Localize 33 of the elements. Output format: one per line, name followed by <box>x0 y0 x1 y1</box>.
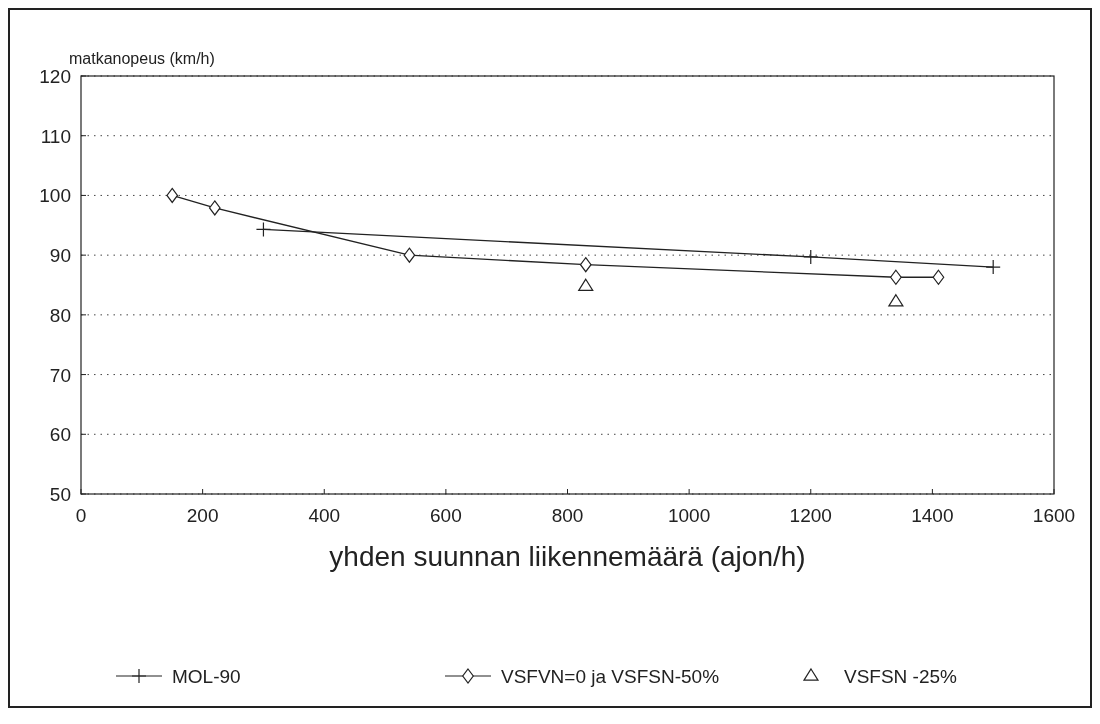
y-tick-label: 50 <box>49 484 71 505</box>
x-tick-label: 1600 <box>1032 505 1076 526</box>
legend-label: VSFSN -25% <box>844 666 958 687</box>
x-axis-title: yhden suunnan liikennemäärä (ajon/h) <box>329 541 806 572</box>
y-tick-label: 100 <box>39 185 71 207</box>
point <box>579 257 592 273</box>
point <box>888 294 904 307</box>
y-tick-label: 80 <box>49 304 71 326</box>
x-tick-label: 1200 <box>789 505 832 526</box>
y-tick-label: 120 <box>39 66 71 87</box>
x-tick-label: 400 <box>308 505 341 526</box>
y-tick-label: 70 <box>49 364 71 386</box>
y-axis-title: matkanopeus (km/h) <box>69 50 215 67</box>
x-tick-label: 0 <box>75 505 87 526</box>
point <box>985 259 1001 275</box>
legend-label: MOL-90 <box>172 666 241 687</box>
y-tick-label: 90 <box>49 245 71 267</box>
point <box>255 221 272 238</box>
x-tick-label: 200 <box>186 505 219 526</box>
point <box>578 278 594 291</box>
x-tick-label: 600 <box>430 505 462 526</box>
y-tick-label: 110 <box>40 125 71 147</box>
legend-label: VSFVN=0 ja VSFSN-50% <box>501 666 720 687</box>
point <box>932 269 945 285</box>
point <box>403 247 416 263</box>
point <box>166 187 179 204</box>
x-tick-label: 1400 <box>911 505 954 526</box>
x-tick-label: 800 <box>551 505 584 526</box>
point <box>208 200 221 216</box>
y-tick-label: 60 <box>49 424 71 446</box>
point <box>803 249 819 265</box>
x-tick-label: 1000 <box>667 505 711 526</box>
point <box>890 269 902 285</box>
